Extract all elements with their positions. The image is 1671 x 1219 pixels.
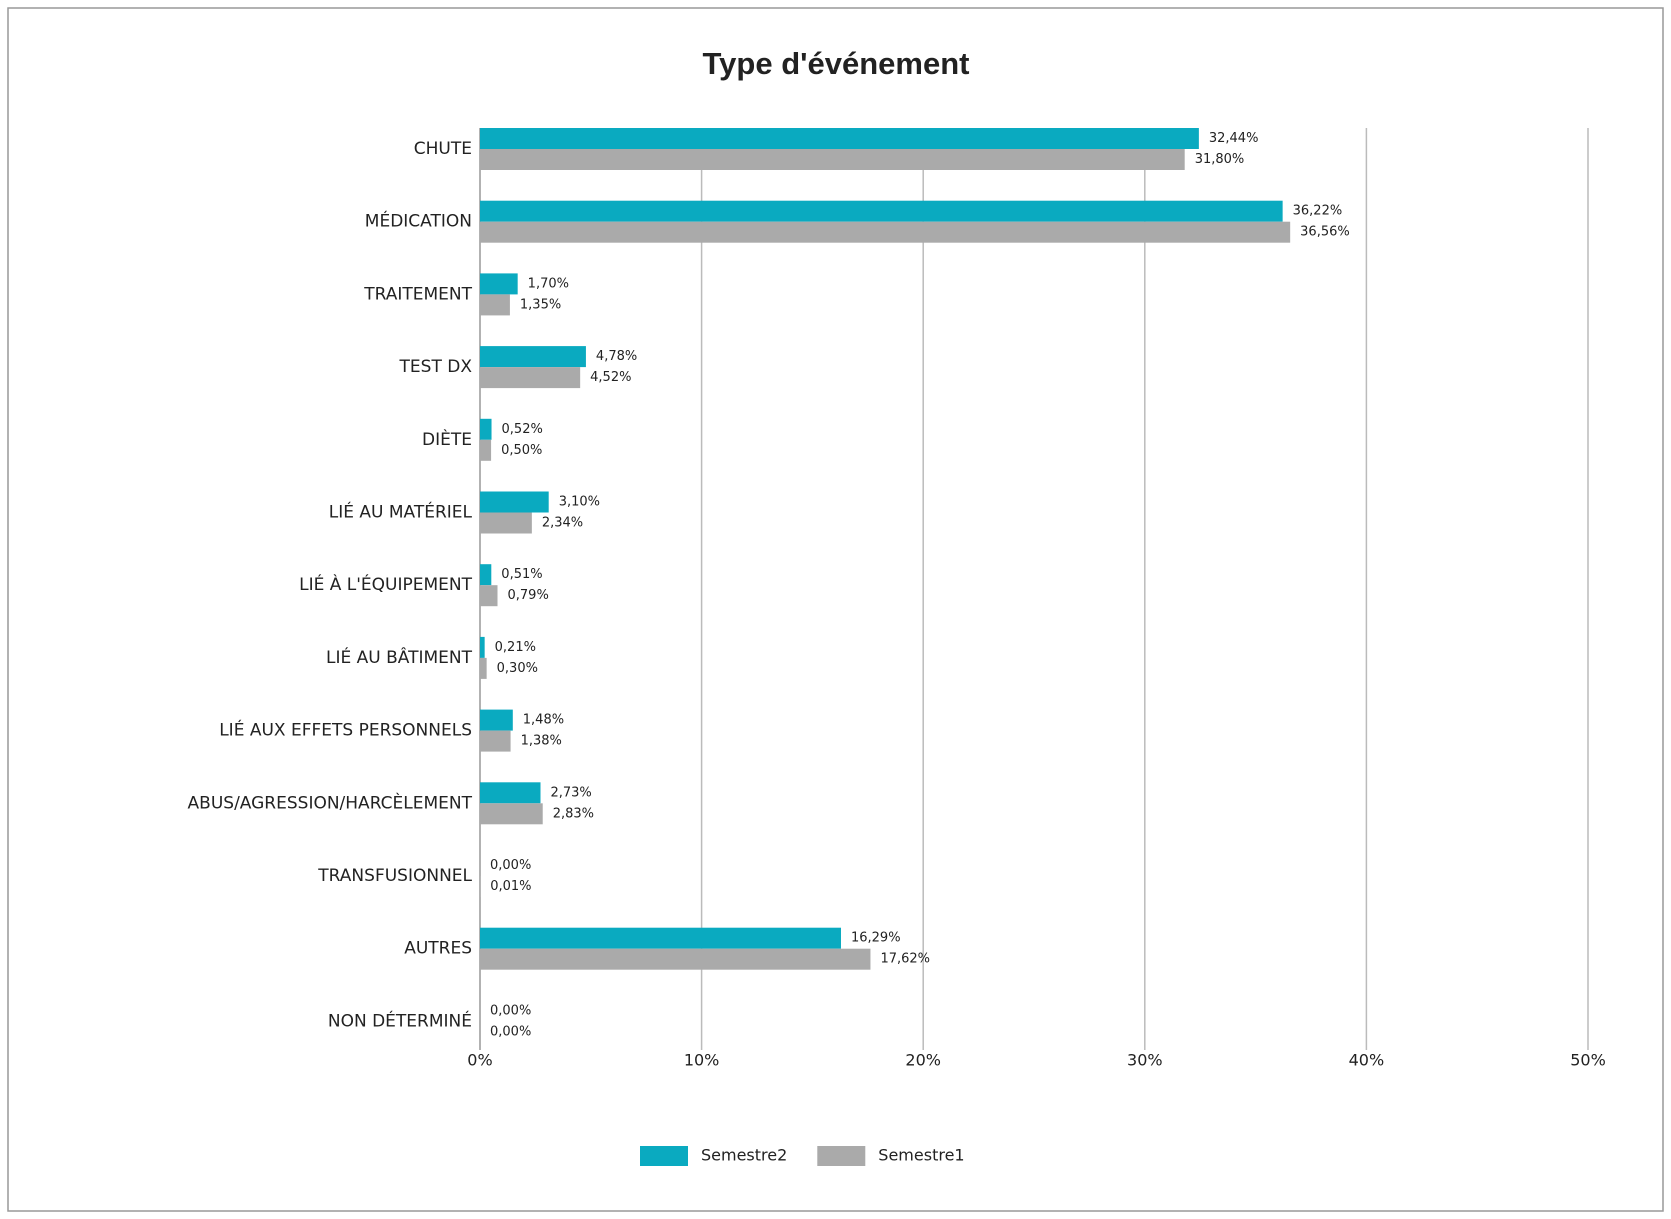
value-label: 3,10% [559,495,600,510]
category-label: LIÉ À L'ÉQUIPEMENT [299,573,473,595]
category-label: TRAITEMENT [363,284,472,304]
value-label: 36,56% [1300,225,1350,240]
category-label: CHUTE [414,139,472,159]
x-tick-label: 30% [1127,1051,1163,1070]
bar [480,657,487,679]
category-label: LIÉ AU BÂTIMENT [326,646,473,668]
bar [480,709,513,731]
value-label: 31,80% [1195,152,1245,167]
value-label: 0,00% [490,1003,531,1018]
legend-swatch [817,1146,866,1166]
category-label: TEST DX [399,357,473,377]
chart-title: Type d'événement [703,46,970,81]
legend-swatch [640,1146,688,1166]
value-label: 0,79% [508,588,549,603]
category-label: TRANSFUSIONNEL [317,866,472,886]
category-label: LIÉ AU MATÉRIEL [329,501,473,523]
bar [480,221,1291,243]
value-label: 0,30% [497,661,538,676]
bar [480,782,541,804]
x-tick-label: 20% [905,1051,941,1070]
value-label: 4,52% [590,370,631,385]
bar [480,273,518,295]
bar [480,948,871,970]
value-label: 4,78% [596,349,637,364]
value-label: 0,51% [501,567,542,582]
value-label: 1,70% [528,276,569,291]
value-label: 0,21% [495,640,536,655]
category-label: MÉDICATION [365,210,472,232]
value-label: 0,50% [501,443,542,458]
bar [480,294,510,316]
value-label: 1,48% [523,713,564,728]
value-label: 0,00% [490,858,531,873]
value-label: 1,35% [520,297,561,312]
value-label: 36,22% [1293,204,1343,219]
value-label: 2,73% [550,785,591,800]
x-tick-label: 40% [1349,1051,1385,1070]
value-label: 16,29% [851,931,901,946]
bar [480,927,841,949]
bar [480,564,492,586]
frame [7,7,1664,1212]
bar [480,439,492,461]
x-tick-label: 10% [684,1051,720,1070]
bar [480,418,492,440]
bar [480,512,532,534]
category-label: ABUS/AGRESSION/HARCÈLEMENT [188,791,473,813]
legend-label: Semestre1 [878,1146,964,1165]
value-label: 0,00% [490,1024,531,1039]
value-label: 1,38% [521,734,562,749]
bar [480,128,1199,149]
value-label: 32,44% [1209,131,1259,146]
bar [480,730,511,752]
bar [480,803,543,825]
bar [480,346,586,368]
bar [480,636,485,658]
bar [480,149,1185,170]
x-tick-label: 50% [1570,1051,1606,1070]
bar [480,200,1283,222]
bar [480,491,549,513]
value-label: 2,83% [553,806,594,821]
category-label: LIÉ AUX EFFETS PERSONNELS [219,719,472,741]
category-label: NON DÉTERMINÉ [328,1009,472,1031]
legend-label: Semestre2 [701,1146,787,1165]
category-label: AUTRES [404,939,472,959]
value-label: 0,52% [502,422,543,437]
value-label: 2,34% [542,516,583,531]
bar [480,367,581,389]
bar [480,585,498,607]
category-label: DIÈTE [422,428,472,450]
value-label: 0,01% [490,879,531,894]
x-tick-label: 0% [467,1051,492,1070]
value-label: 17,62% [880,952,930,967]
